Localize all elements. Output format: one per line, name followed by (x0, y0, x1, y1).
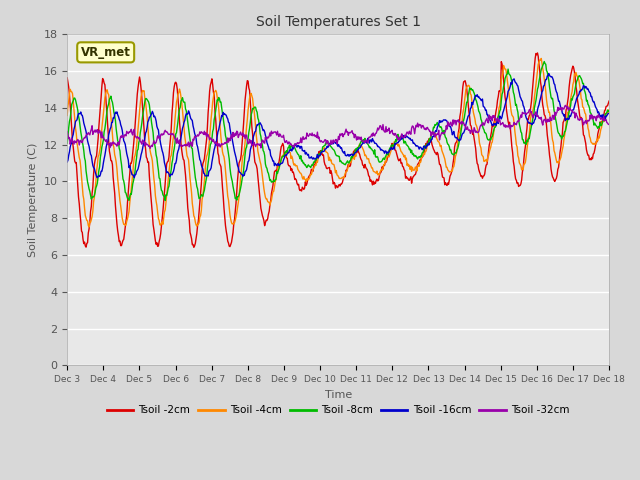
Legend: Tsoil -2cm, Tsoil -4cm, Tsoil -8cm, Tsoil -16cm, Tsoil -32cm: Tsoil -2cm, Tsoil -4cm, Tsoil -8cm, Tsoi… (103, 401, 573, 420)
Y-axis label: Soil Temperature (C): Soil Temperature (C) (28, 143, 38, 257)
Text: VR_met: VR_met (81, 46, 131, 59)
Title: Soil Temperatures Set 1: Soil Temperatures Set 1 (255, 15, 420, 29)
X-axis label: Time: Time (324, 390, 352, 399)
